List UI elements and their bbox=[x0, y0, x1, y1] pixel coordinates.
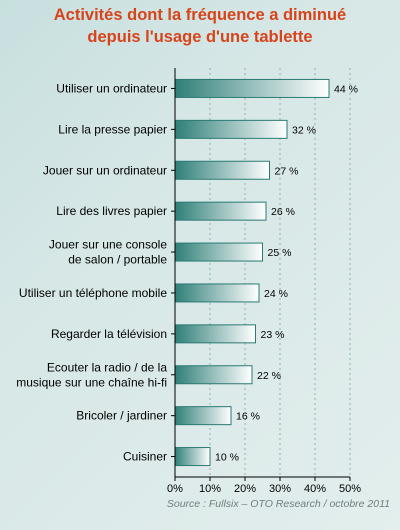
bar bbox=[174, 160, 270, 180]
source-note: Source : Fullsix – OTO Research / octobr… bbox=[166, 498, 390, 510]
value-label: 44 % bbox=[334, 83, 358, 95]
bar bbox=[174, 447, 211, 467]
chart-title-line-1: Activités dont la fréquence a diminué bbox=[53, 6, 347, 24]
category-label: Lire la presse papier bbox=[58, 122, 167, 136]
x-tick-label: 30% bbox=[269, 483, 291, 495]
axes: 0% 10% 20% 30% 40% 50% Utiliser un ordinateur L… bbox=[16, 68, 361, 495]
x-tick-label: 10% bbox=[199, 483, 221, 495]
value-label: 23 % bbox=[261, 329, 285, 341]
value-label: 16 % bbox=[236, 411, 260, 423]
x-tick-label: 20% bbox=[234, 483, 256, 495]
value-label: 10 % bbox=[215, 452, 239, 464]
category-label: musique sur une chaîne hi-fi bbox=[16, 375, 167, 389]
category-label: Lire des livres papier bbox=[56, 204, 167, 218]
bar bbox=[174, 365, 253, 385]
x-tick-label: 50% bbox=[339, 483, 361, 495]
x-tick-label: 0% bbox=[167, 483, 183, 495]
category-label: Bricoler / jardiner bbox=[76, 409, 167, 423]
x-tick-label: 40% bbox=[304, 483, 326, 495]
category-label: de salon / portable bbox=[68, 253, 167, 267]
value-label: 24 % bbox=[264, 288, 288, 300]
value-label: 27 % bbox=[275, 165, 299, 177]
bars: 44 % 32 % 27 % 26 % 25 % 24 % 23 % 22 % 16 % 10 % bbox=[174, 78, 358, 467]
bar bbox=[174, 119, 288, 139]
category-label: Utiliser un téléphone mobile bbox=[19, 286, 167, 300]
value-label: 25 % bbox=[268, 247, 292, 259]
bar bbox=[174, 78, 330, 98]
category-label: Utiliser un ordinateur bbox=[56, 81, 167, 95]
bar bbox=[174, 406, 232, 426]
bar bbox=[174, 242, 263, 262]
value-label: 32 % bbox=[292, 124, 316, 136]
bar bbox=[174, 201, 267, 221]
value-label: 26 % bbox=[271, 206, 295, 218]
chart-title-line-2: depuis l'usage d'une tablette bbox=[87, 28, 313, 46]
bar bbox=[174, 324, 256, 344]
category-label: Jouer sur un ordinateur bbox=[43, 163, 167, 177]
category-label: Regarder la télévision bbox=[51, 327, 167, 341]
chart-title: Activités dont la fréquence a diminué de… bbox=[0, 4, 400, 48]
category-label: Cuisiner bbox=[123, 450, 167, 464]
bar bbox=[174, 283, 260, 303]
value-label: 22 % bbox=[257, 370, 281, 382]
category-label: Ecouter la radio / de la bbox=[47, 360, 167, 374]
category-label: Jouer sur une console bbox=[49, 238, 167, 252]
